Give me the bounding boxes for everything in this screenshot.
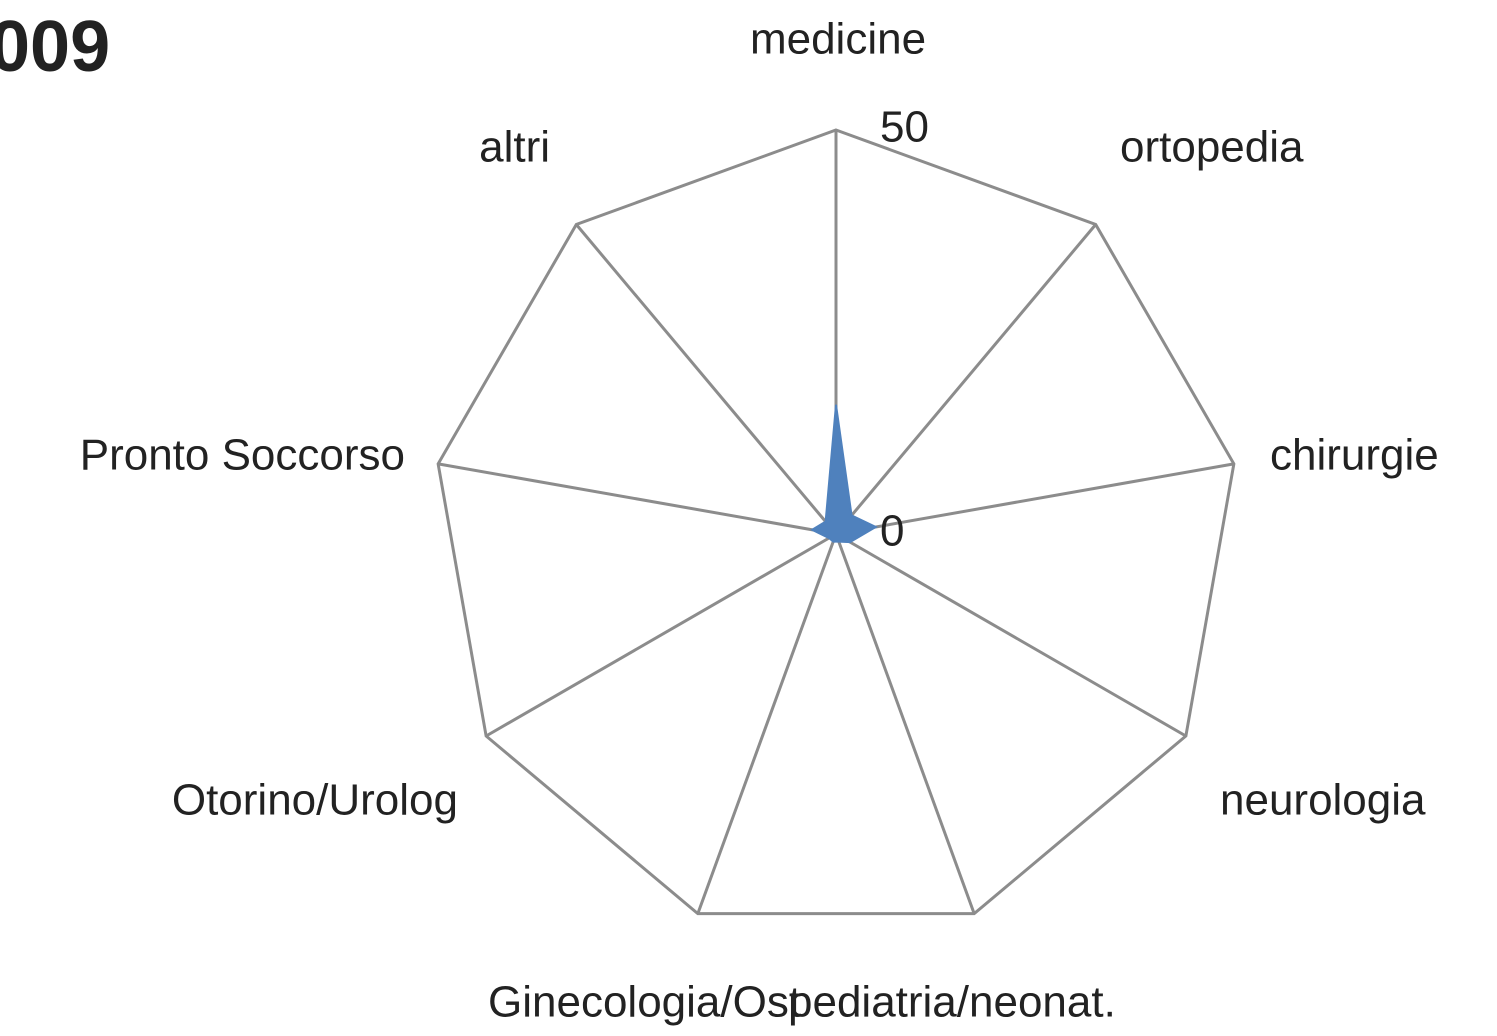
category-label: ortopedia (1120, 123, 1304, 172)
r-tick-label: 50 (880, 103, 929, 152)
r-tick-label: 0 (880, 507, 904, 556)
spoke (835, 532, 1187, 738)
category-label: Pronto Soccorso (80, 431, 405, 480)
spoke (835, 462, 1235, 536)
grid-ring (436, 128, 1236, 916)
chart-title: 009 (0, 7, 110, 87)
spoke (834, 223, 1097, 535)
category-label: altri (479, 123, 550, 172)
radar-area (810, 404, 878, 544)
spoke (696, 533, 838, 915)
spoke (437, 462, 837, 536)
category-label: medicine (750, 15, 926, 64)
category-label: neurologia (1220, 776, 1426, 825)
spoke (575, 223, 838, 535)
category-label: chirurgie (1270, 431, 1439, 480)
spoke (834, 533, 976, 915)
category-label: Otorino/Urolog (172, 776, 458, 825)
spoke (485, 532, 837, 738)
category-label: Ginecologia/Ost (488, 978, 801, 1027)
category-label: pediatria/neonat. (788, 978, 1116, 1027)
